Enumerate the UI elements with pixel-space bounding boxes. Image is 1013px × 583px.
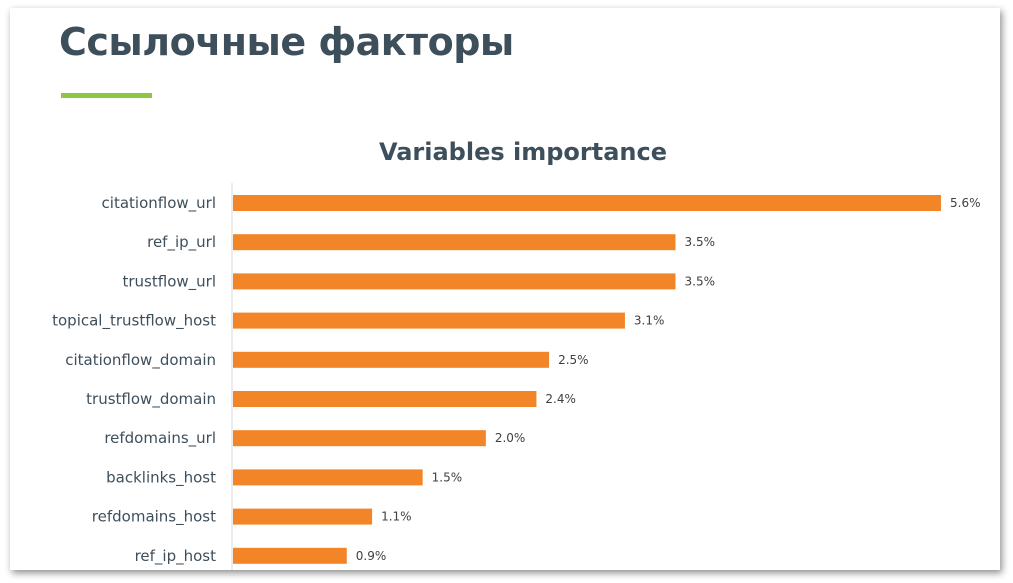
category-label: topical_trustflow_host [52,312,216,331]
value-label: 5.6% [950,196,981,210]
value-label: 3.5% [685,235,716,249]
bar [233,547,347,564]
title-underline [61,93,152,98]
bar [233,273,676,290]
bar [233,312,625,329]
bar [233,469,423,486]
chart-title: Variables importance [379,138,667,166]
bar [233,234,676,251]
category-label: ref_ip_host [135,547,217,566]
value-label: 3.5% [685,274,716,288]
category-label: refdomains_url [104,429,216,448]
bar [233,508,373,525]
bar [233,391,537,407]
value-label: 3.1% [634,314,665,328]
value-label: 2.5% [558,353,589,367]
bar [233,430,486,447]
category-label: trustflow_domain [86,390,216,409]
value-label: 1.5% [432,470,463,484]
category-label: trustflow_url [123,272,217,291]
category-label: backlinks_host [106,468,216,487]
category-label: citationflow_domain [65,351,216,370]
category-label: ref_ip_url [147,233,216,252]
bar [233,195,941,211]
category-label: refdomains_host [92,508,216,527]
slide-title: Ссылочные факторы [59,20,514,64]
value-label: 0.9% [356,549,387,563]
value-label: 2.0% [495,431,526,445]
category-label: citationflow_url [102,194,216,213]
value-label: 1.1% [381,510,412,524]
value-label: 2.4% [545,392,576,406]
bar [233,351,550,368]
